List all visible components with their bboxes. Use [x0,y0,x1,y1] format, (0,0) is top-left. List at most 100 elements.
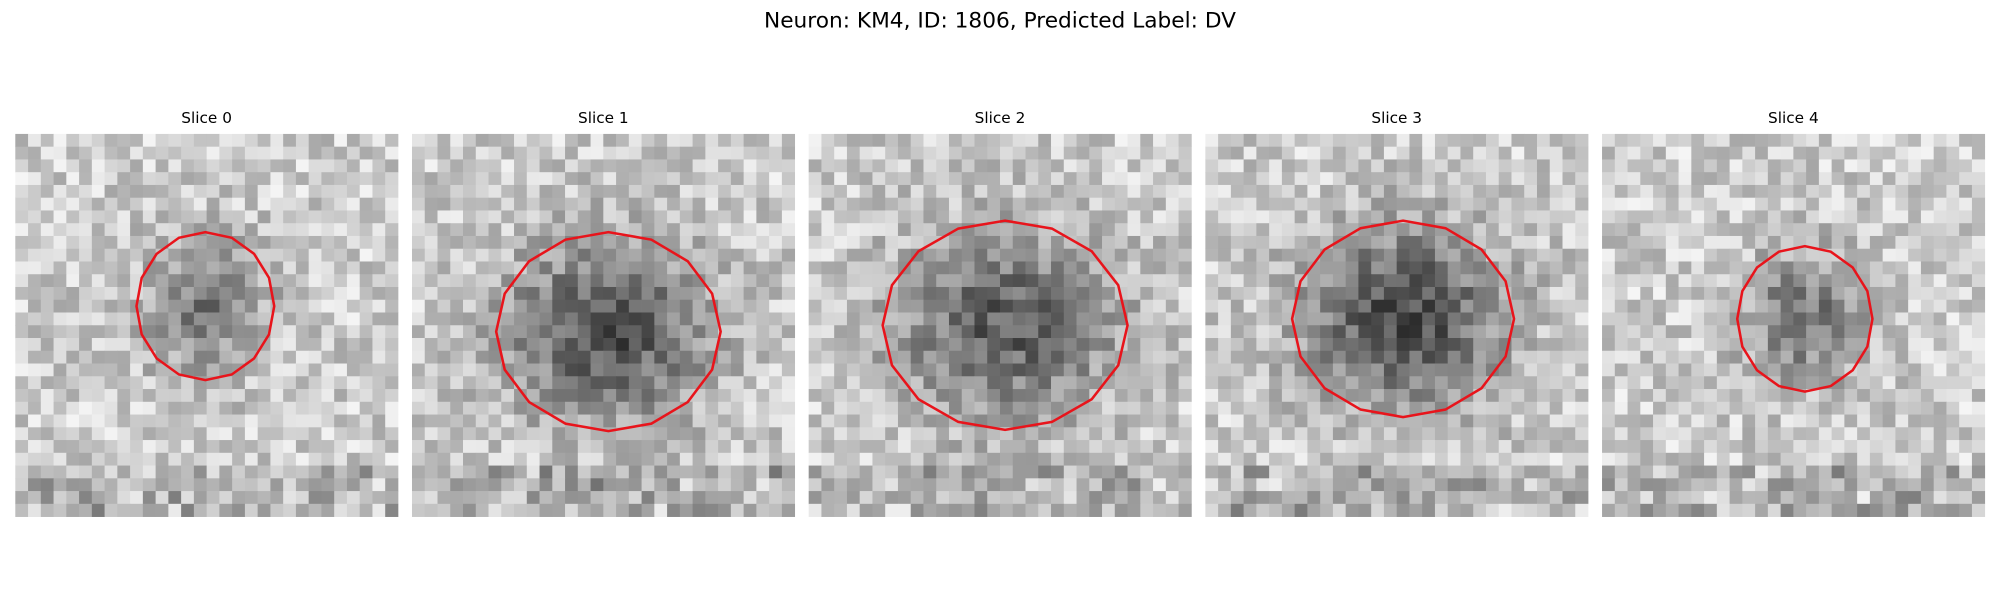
pixel [1473,440,1487,454]
pixel [1882,491,1896,505]
pixel [1485,210,1500,224]
pixel [28,159,42,173]
pixel [1230,235,1245,250]
pixel [974,401,988,415]
pixel [1140,159,1154,173]
pixel [1460,184,1474,199]
pixel [40,299,54,313]
pixel [155,210,169,224]
pixel [475,197,489,211]
pixel [1114,172,1128,186]
pixel [1396,184,1410,199]
pixel [1602,184,1616,199]
pixel [1498,389,1512,403]
pixel [1742,478,1756,492]
pixel [565,261,579,275]
pixel [1755,414,1769,428]
pixel [654,350,668,364]
pixel [514,401,528,415]
pixel [385,465,399,479]
pixel [1205,478,1219,492]
pixel [1742,452,1756,466]
pixel [1498,427,1512,441]
pixel [437,299,451,313]
pixel [730,274,745,288]
pixel [1498,299,1512,313]
pixel [1895,286,1909,301]
pixel [346,414,361,428]
pixel [1178,440,1192,454]
pixel [603,401,617,415]
pixel [1627,312,1641,326]
pixel [756,312,770,326]
pixel [79,223,93,237]
pixel [1243,274,1257,288]
pixel [206,338,220,352]
pixel [616,350,630,364]
pixel [1704,159,1718,173]
pixel [1396,261,1410,275]
pixel [501,389,515,403]
pixel [897,465,912,479]
pixel [1371,414,1385,428]
pixel [53,172,67,186]
pixel [1025,235,1039,250]
pixel [1345,146,1359,160]
pixel [1767,389,1781,403]
pixel [295,312,310,326]
pixel [1895,274,1909,288]
pixel [1396,350,1410,364]
pixel [1320,223,1334,237]
pixel [1831,133,1845,148]
pixel [526,452,540,466]
pixel [334,325,348,339]
pixel [142,133,156,148]
pixel [718,491,732,505]
pixel [1614,159,1628,173]
pixel [846,389,861,403]
pixel [781,414,796,428]
pixel [1602,235,1616,250]
pixel [321,299,335,313]
pixel [514,299,528,313]
pixel [590,248,604,262]
pixel [936,299,950,313]
pixel [1038,286,1052,301]
pixel [1882,503,1896,517]
pixel [1959,503,1973,517]
pixel [1882,414,1896,428]
pixel [974,389,988,403]
pixel [1602,427,1616,441]
pixel [756,389,770,403]
pixel [1691,376,1705,390]
pixel [910,197,924,211]
pixel [577,363,591,377]
pixel [1524,159,1538,173]
pixel [718,299,732,313]
pixel [1511,414,1525,428]
pixel [475,133,489,148]
pixel [104,261,118,275]
pixel [463,146,477,160]
pixel [142,325,156,339]
pixel [577,389,591,403]
pixel [1205,299,1219,313]
pixel [936,223,950,237]
pixel [1243,197,1257,211]
pixel [15,465,29,479]
pixel [104,414,118,428]
pixel [1831,312,1845,326]
pixel [104,210,118,224]
pixel [1895,376,1909,390]
pixel [628,478,642,492]
pixel [1281,210,1296,224]
pixel [1562,248,1576,262]
pixel [308,299,322,313]
pixel [1946,452,1960,466]
pixel [450,389,464,403]
pixel [641,133,655,148]
pixel [1460,274,1474,288]
pixel [1806,401,1820,415]
pixel [565,286,579,301]
pixel [130,261,144,275]
